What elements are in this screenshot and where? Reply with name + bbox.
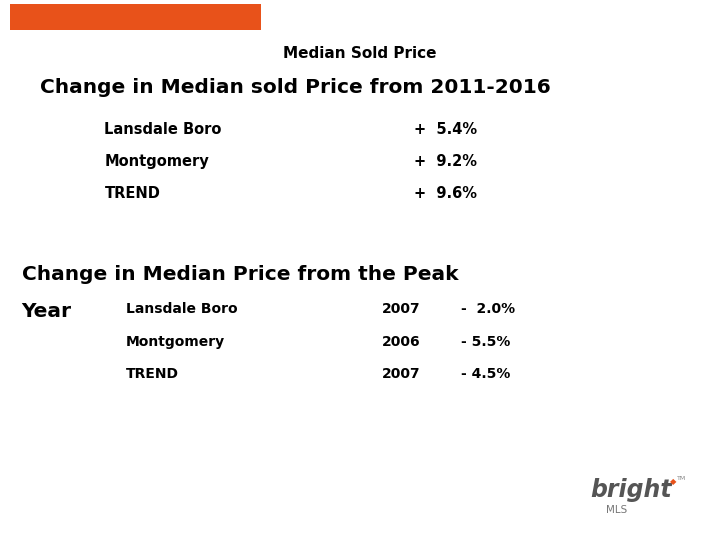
- Text: Year: Year: [22, 302, 71, 321]
- Bar: [10, 4, 261, 30]
- Text: bright: bright: [590, 478, 672, 502]
- Text: TREND: TREND: [126, 367, 179, 381]
- Text: Change in Median sold Price from 2011-2016: Change in Median sold Price from 2011-20…: [40, 78, 550, 97]
- Text: TREND: TREND: [104, 186, 161, 201]
- Text: +  5.4%: + 5.4%: [414, 122, 477, 137]
- Text: +  9.6%: + 9.6%: [414, 186, 477, 201]
- Text: +  9.2%: + 9.2%: [414, 154, 477, 169]
- Text: 2007: 2007: [382, 367, 420, 381]
- Text: Change in Median Price from the Peak: Change in Median Price from the Peak: [22, 265, 458, 284]
- Text: Median Sold Price: Median Sold Price: [283, 46, 437, 61]
- Text: Lansdale Boro: Lansdale Boro: [126, 302, 238, 316]
- Text: -  2.0%: - 2.0%: [461, 302, 515, 316]
- Text: ◆: ◆: [670, 477, 676, 486]
- Text: 2007: 2007: [382, 302, 420, 316]
- Text: - 4.5%: - 4.5%: [461, 367, 510, 381]
- Text: Lansdale Boro: Lansdale Boro: [104, 122, 222, 137]
- Text: TM: TM: [677, 476, 686, 481]
- Text: 2006: 2006: [382, 335, 420, 349]
- Text: Montgomery: Montgomery: [104, 154, 209, 169]
- Text: MLS: MLS: [606, 505, 628, 515]
- Text: - 5.5%: - 5.5%: [461, 335, 510, 349]
- Text: Montgomery: Montgomery: [126, 335, 225, 349]
